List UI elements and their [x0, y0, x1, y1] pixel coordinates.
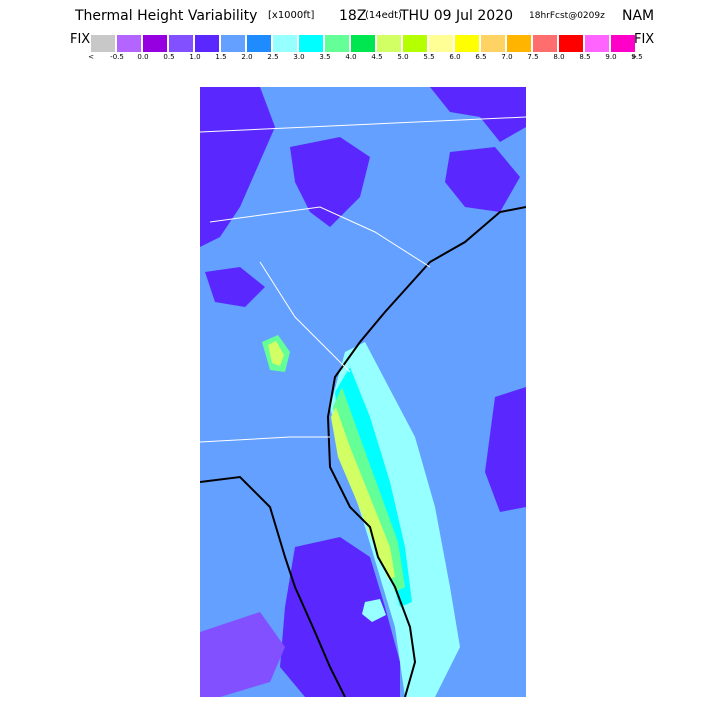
scale-swatch: [403, 35, 427, 52]
scale-swatch: [351, 35, 375, 52]
scale-swatch: [273, 35, 297, 52]
scale-tick-label: 7.5: [527, 53, 539, 61]
scale-tick-label: 6.5: [475, 53, 487, 61]
lower-arrow: <: [88, 53, 94, 61]
scale-ticks: < > -0.5 0.0 0.5 1.0 1.5 2.0 2.5 3.0 3.5 4.0 4.5 5.…: [0, 53, 726, 65]
scale-swatch: [221, 35, 245, 52]
scale-swatch: [507, 35, 531, 52]
scale-swatch: [377, 35, 401, 52]
state-border-sc-ga: [259, 261, 351, 373]
scale-tick-label: 8.5: [579, 53, 591, 61]
scale-tick-label: 0.0: [137, 53, 149, 61]
scale-swatch: [117, 35, 141, 52]
scale-swatch: [325, 35, 349, 52]
scale-swatch: [299, 35, 323, 52]
scale-tick-label: 6.0: [449, 53, 461, 61]
scale-swatch: [195, 35, 219, 52]
forecast-info: 18hrFcst@0209z: [529, 11, 605, 21]
low-region-va: [290, 137, 370, 227]
forecast-date: THU 09 Jul 2020: [400, 8, 514, 24]
scale-tick-label: 4.5: [371, 53, 383, 61]
local-time: (14edt): [365, 10, 402, 21]
scale-tick-label: 3.0: [293, 53, 305, 61]
map-title: Thermal Height Variability: [75, 8, 258, 24]
scale-swatch: [169, 35, 193, 52]
state-border-nc-sc: [209, 206, 431, 268]
scale-tick-label: 5.0: [397, 53, 409, 61]
scale-tick-label: 3.5: [319, 53, 331, 61]
low-region-nc: [445, 147, 520, 212]
scale-tick-label: 9.5: [631, 53, 643, 61]
scale-swatch: [91, 35, 115, 52]
yellow-spot-inland: [268, 341, 284, 366]
scale-tick-label: 2.0: [241, 53, 253, 61]
scale-tick-label: 1.5: [215, 53, 227, 61]
scale-tick-label: 5.5: [423, 53, 435, 61]
gulf-coastline: [199, 475, 346, 698]
fix-label-right: FIX: [634, 32, 655, 47]
units-label: [x1000ft]: [268, 10, 315, 21]
state-border-ga-fl: [199, 436, 330, 443]
map-svg: [199, 87, 527, 698]
lower-region-sw: [200, 612, 285, 697]
scale-tick-label: 7.0: [501, 53, 513, 61]
low-region-florida: [280, 537, 400, 697]
state-border-va-nc: [199, 116, 527, 133]
scale-swatch: [533, 35, 557, 52]
scale-tick-label: -0.5: [110, 53, 124, 61]
model-name: NAM: [622, 8, 655, 24]
scale-tick-label: 1.0: [189, 53, 201, 61]
coastline: [326, 206, 527, 698]
scale-swatch: [429, 35, 453, 52]
low-region-ga: [205, 267, 265, 307]
low-region-east: [485, 387, 526, 512]
valid-time: 18Z: [339, 8, 367, 24]
scale-tick-label: 4.0: [345, 53, 357, 61]
scale-swatch: [585, 35, 609, 52]
upper-arrow: >: [631, 53, 637, 61]
scale-swatch: [481, 35, 505, 52]
yellow-band: [331, 407, 395, 579]
scale-swatch: [247, 35, 271, 52]
color-scale: [91, 35, 637, 54]
map-title-bar: Thermal Height Variability [x1000ft] 18Z…: [0, 8, 726, 28]
scale-tick-label: 8.0: [553, 53, 565, 61]
low-region-west: [200, 87, 275, 247]
fix-label-left: FIX: [70, 32, 91, 47]
scale-swatch: [611, 35, 635, 52]
scale-tick-label: 9.0: [605, 53, 617, 61]
scale-swatch: [455, 35, 479, 52]
scale-swatch: [559, 35, 583, 52]
thermal-height-map: [199, 87, 527, 698]
scale-tick-label: 2.5: [267, 53, 279, 61]
scale-tick-label: 0.5: [163, 53, 175, 61]
cyan-spot-florida: [362, 599, 386, 622]
low-region-ne: [430, 87, 526, 142]
scale-swatch: [143, 35, 167, 52]
